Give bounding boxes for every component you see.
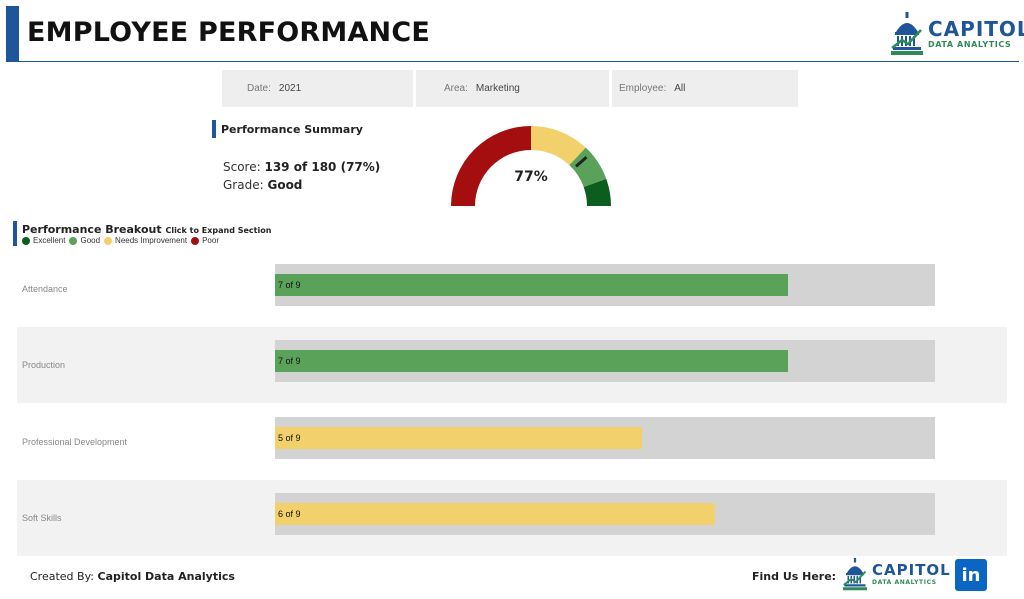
area-filter-value: Marketing (475, 83, 520, 94)
summary-title: Performance Summary (221, 123, 363, 136)
area-filter-label: Area: (444, 83, 468, 94)
gauge-band-needs-improvement (531, 126, 586, 166)
logo-main-text: CAPITOL (928, 17, 1024, 41)
gauge-needle (575, 155, 588, 168)
gauge-band-good (569, 147, 607, 188)
row-label: Attendance (22, 284, 68, 294)
date-filter-label: Date: (247, 83, 271, 94)
row-label: Professional Development (22, 437, 128, 447)
score-bar: 7 of 9 (275, 274, 789, 296)
date-filter-value: 2021 (278, 83, 302, 94)
capitol-dome-icon (891, 12, 923, 55)
footer-find-label: Find Us Here: (752, 570, 837, 583)
header-divider (19, 61, 1019, 62)
legend-item-good: Good (69, 236, 100, 245)
capitol-dome-icon (843, 558, 867, 591)
capitol-logo: CAPITOL DATA ANALYTICS (890, 12, 1024, 56)
linkedin-icon[interactable]: in (955, 559, 987, 591)
breakout-accent-bar (13, 221, 17, 246)
legend-item-excellent: Excellent (22, 236, 65, 245)
footer-credit: Created By: Capitol Data Analytics (30, 570, 235, 583)
header-accent-bar (6, 6, 19, 62)
legend-label-excellent: Excellent (33, 236, 66, 245)
employee-filter[interactable]: Employee: All (612, 70, 798, 107)
score-bar: 5 of 9 (275, 427, 642, 449)
page-title: EMPLOYEE PERFORMANCE (27, 17, 431, 48)
legend-dot-good (69, 236, 78, 245)
area-filter[interactable]: Area: Marketing (416, 70, 609, 107)
score-value: 139 of 180 (77%) (264, 160, 381, 174)
breakout-row-soft-skills[interactable]: Soft Skills 6 of 9 (17, 480, 1007, 556)
gauge-band-excellent (583, 178, 611, 206)
employee-filter-label: Employee: (619, 83, 667, 94)
score-bar-label: 6 of 9 (278, 509, 301, 519)
row-label: Production (22, 360, 66, 370)
grade-line: Grade: Good (223, 178, 302, 192)
employee-filter-value: All (674, 83, 686, 94)
legend-dot-needs-improvement (104, 236, 113, 245)
logo-sub-text: DATA ANALYTICS (928, 40, 1012, 49)
score-label: Score: (223, 160, 261, 174)
breakout-legend: Excellent Good Needs Improvement Poor (22, 236, 223, 245)
score-track: 6 of 9 (275, 493, 935, 535)
breakout-row-professional-development[interactable]: Professional Development 5 of 9 (17, 404, 1007, 480)
breakout-title[interactable]: Performance Breakout Click to Expand Sec… (22, 223, 271, 236)
footer-credit-value: Capitol Data Analytics (97, 570, 235, 583)
breakout-title-text: Performance Breakout (22, 223, 162, 236)
score-bar-label: 7 of 9 (278, 356, 301, 366)
score-bar: 6 of 9 (275, 503, 715, 525)
legend-dot-excellent (22, 236, 30, 245)
capitol-logo-footer[interactable]: CAPITOL DATA ANALYTICS (842, 558, 951, 591)
logo-main-text: CAPITOL (872, 561, 951, 579)
score-bar-label: 5 of 9 (278, 433, 301, 443)
grade-label: Grade: (223, 178, 264, 192)
gauge-percent: 77% (514, 169, 548, 185)
score-bar-label: 7 of 9 (278, 280, 301, 290)
breakout-row-production[interactable]: Production 7 of 9 (17, 327, 1007, 403)
gauge-band-poor (451, 126, 531, 206)
legend-item-poor: Poor (191, 236, 219, 245)
legend-item-needs-improvement: Needs Improvement (104, 236, 187, 245)
score-gauge (451, 126, 611, 206)
score-track: 7 of 9 (275, 264, 935, 306)
score-track: 5 of 9 (275, 417, 935, 459)
footer-credit-label: Created By: (30, 570, 94, 583)
breakout-row-attendance[interactable]: Attendance 7 of 9 (17, 251, 1007, 327)
summary-accent-bar (212, 120, 216, 138)
score-track: 7 of 9 (275, 340, 935, 382)
breakout-hint: Click to Expand Section (165, 226, 272, 235)
legend-label-needs-improvement: Needs Improvement (115, 236, 188, 245)
legend-label-poor: Poor (202, 236, 219, 245)
grade-value: Good (267, 178, 303, 192)
legend-dot-poor (191, 236, 200, 245)
legend-label-good: Good (80, 236, 101, 245)
date-filter[interactable]: Date: 2021 (222, 70, 413, 107)
logo-sub-text: DATA ANALYTICS (872, 579, 937, 586)
score-line: Score: 139 of 180 (77%) (223, 160, 380, 174)
row-label: Soft Skills (22, 513, 62, 523)
score-bar: 7 of 9 (275, 350, 789, 372)
